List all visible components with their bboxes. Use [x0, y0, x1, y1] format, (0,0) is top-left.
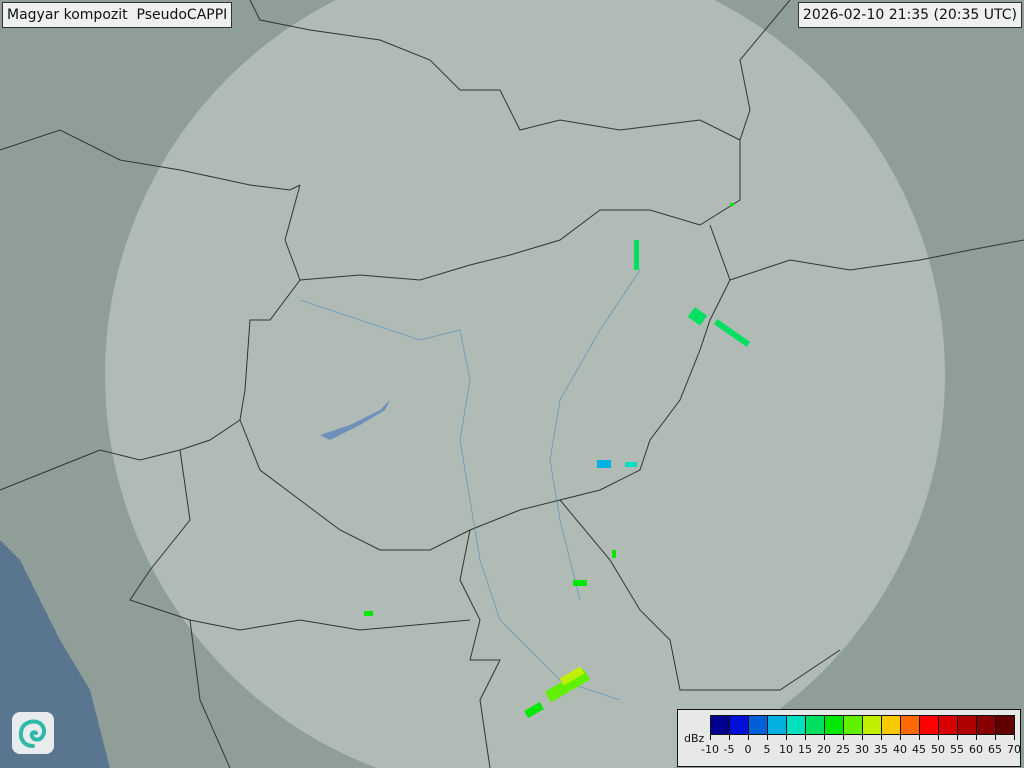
legend-swatch	[882, 716, 901, 734]
legend-swatch	[730, 716, 749, 734]
lake-balaton	[320, 400, 390, 440]
echo	[524, 702, 544, 718]
legend-label: 70	[1007, 743, 1021, 756]
echo	[559, 666, 585, 686]
legend-label: 30	[855, 743, 869, 756]
legend-ticks: -10 -5 0 5 10 15 20 25 30 35 40 45 50 55 60 65 70	[701, 734, 1021, 764]
legend-label: 15	[798, 743, 812, 756]
swirl-logo-icon	[12, 712, 54, 754]
echo	[573, 580, 587, 586]
echo	[612, 550, 616, 558]
legend-tick	[900, 734, 901, 740]
legend-label: 50	[931, 743, 945, 756]
legend-label: 20	[817, 743, 831, 756]
timestamp: 2026-02-10 21:35 (20:35 UTC)	[797, 2, 1022, 28]
legend-label: 45	[912, 743, 926, 756]
legend-tick	[767, 734, 768, 740]
legend-tick	[862, 734, 863, 740]
echo	[713, 319, 751, 347]
legend-label: 55	[950, 743, 964, 756]
legend-label: 65	[988, 743, 1002, 756]
legend-tick	[805, 734, 806, 740]
echo	[730, 203, 734, 206]
legend-swatch	[844, 716, 863, 734]
echo	[634, 240, 639, 270]
legend-swatch	[806, 716, 825, 734]
legend-tick	[1014, 734, 1015, 740]
legend-swatch	[711, 716, 730, 734]
legend-tick	[729, 734, 730, 740]
legend-swatch	[958, 716, 977, 734]
legend-swatch	[977, 716, 996, 734]
legend-swatch	[920, 716, 939, 734]
adriatic-sea	[0, 540, 110, 768]
legend-tick	[710, 734, 711, 740]
radar-echoes	[364, 203, 751, 718]
legend-label: -10	[701, 743, 719, 756]
legend-tick	[976, 734, 977, 740]
legend-swatch	[996, 716, 1014, 734]
echo	[687, 307, 707, 326]
echo	[625, 462, 637, 467]
echo	[597, 460, 611, 468]
legend-tick	[881, 734, 882, 740]
dbz-color-legend: dBz -10 -5 0 5 10 15 20 25 30 35 40 45 50 55 60 65 70	[677, 709, 1021, 767]
legend-tick	[919, 734, 920, 740]
rivers	[299, 269, 641, 701]
legend-unit: dBz	[684, 732, 705, 745]
legend-swatch	[825, 716, 844, 734]
legend-label: 5	[763, 743, 771, 756]
legend-swatch	[768, 716, 787, 734]
legend-tick	[748, 734, 749, 740]
map-title: Magyar kompozit PseudoCAPPI	[2, 2, 233, 28]
legend-swatch	[901, 716, 920, 734]
color-scale	[710, 715, 1015, 735]
legend-label: -5	[723, 743, 735, 756]
legend-tick	[843, 734, 844, 740]
legend-swatch	[863, 716, 882, 734]
legend-label: 0	[744, 743, 752, 756]
echo	[544, 669, 590, 703]
legend-label: 10	[779, 743, 793, 756]
legend-tick	[995, 734, 996, 740]
echo	[364, 611, 373, 616]
legend-tick	[957, 734, 958, 740]
legend-label: 25	[836, 743, 850, 756]
legend-tick	[824, 734, 825, 740]
legend-swatch	[749, 716, 768, 734]
legend-label: 60	[969, 743, 983, 756]
legend-label: 40	[893, 743, 907, 756]
radar-coverage-area	[105, 0, 945, 768]
legend-swatch	[939, 716, 958, 734]
legend-tick	[938, 734, 939, 740]
legend-swatch	[787, 716, 806, 734]
legend-tick	[786, 734, 787, 740]
legend-label: 35	[874, 743, 888, 756]
